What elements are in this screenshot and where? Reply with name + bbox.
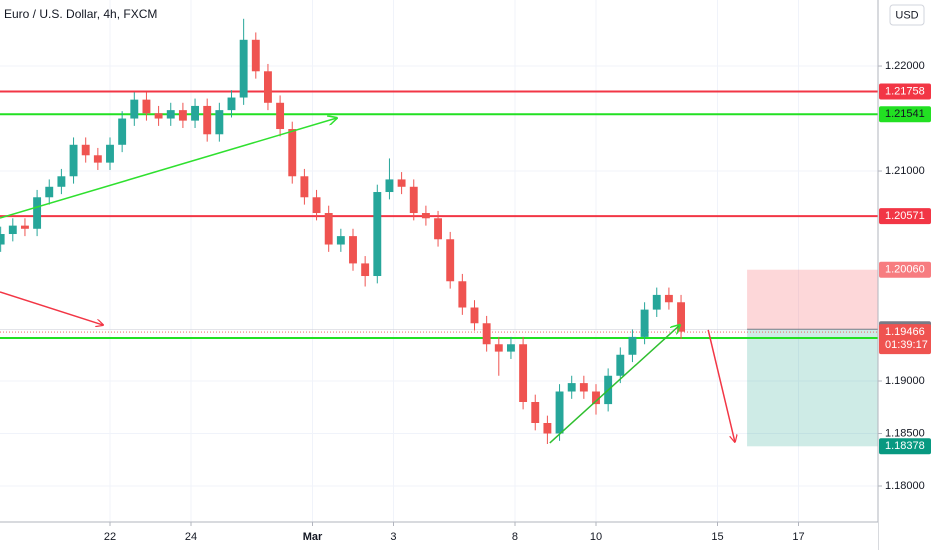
y-tick-label: 1.19000: [885, 375, 925, 387]
candle-body: [397, 179, 406, 187]
candle-body: [385, 179, 394, 193]
candle-body: [239, 39, 248, 98]
x-tick-label: 8: [512, 531, 518, 543]
candle-body: [300, 176, 309, 198]
price-tag-label: 1.21541: [885, 108, 925, 120]
candle-body: [579, 383, 588, 392]
candle-body: [227, 97, 236, 111]
candle-body: [8, 225, 17, 235]
candle-body: [324, 213, 333, 245]
candle-body: [446, 239, 455, 282]
currency-button[interactable]: [889, 4, 925, 26]
candle-body: [215, 110, 224, 135]
countdown-label: 01:39:17: [885, 339, 928, 351]
candle-body: [118, 118, 127, 145]
candle-body: [154, 113, 163, 119]
price-tag-label: 1.19466: [885, 326, 925, 338]
candle-body: [276, 102, 285, 130]
candle-body: [555, 391, 564, 434]
price-tag-label: 1.20060: [885, 264, 925, 276]
trend-arrow: [549, 325, 680, 444]
y-tick-label: 1.22000: [885, 60, 925, 72]
price-tag-label: 1.21758: [885, 85, 925, 97]
axes: 1.22000 1.21000 1.19000 1.18500 1.18000 22 24 M…: [104, 60, 931, 543]
candle-body: [664, 294, 673, 303]
candle-body: [178, 110, 187, 121]
candle-body: [349, 236, 357, 264]
candle-body: [288, 129, 297, 177]
candle-body: [543, 422, 552, 434]
x-tick-label: Mar: [303, 531, 323, 543]
x-tick-label: 15: [711, 531, 723, 543]
plot-area: [0, 0, 878, 522]
x-tick-label: 10: [590, 531, 602, 543]
candle-body: [336, 236, 345, 245]
candle-body: [57, 176, 66, 187]
candle-body: [166, 110, 175, 119]
candle-body: [531, 401, 540, 423]
price-tag: [879, 438, 931, 455]
candle-body: [652, 294, 661, 310]
candle-body: [203, 105, 212, 135]
candle-body: [628, 336, 637, 355]
x-tick-label: 22: [104, 531, 116, 543]
candle-body: [130, 99, 139, 119]
candle-body: [81, 144, 90, 156]
candle-body: [409, 186, 418, 214]
candle-body: [0, 234, 5, 245]
candle-body: [45, 186, 54, 198]
candle-body: [93, 155, 102, 163]
target-zone: [747, 329, 878, 447]
candle-body: [69, 144, 78, 177]
y-tick-label: 1.21000: [885, 165, 925, 177]
candle-body: [373, 192, 382, 277]
candle-body: [506, 344, 515, 352]
trend-arrow: [0, 291, 103, 325]
price-tag: [879, 106, 931, 123]
trend-arrow: [707, 329, 735, 442]
candle-body: [482, 323, 491, 345]
x-tick-label: 3: [390, 531, 396, 543]
price-tag: [879, 324, 931, 355]
candle-body: [640, 309, 649, 337]
candle-body: [592, 391, 600, 405]
candle-body: [567, 383, 576, 392]
x-tick-label: 17: [792, 531, 804, 543]
candle-body: [263, 71, 272, 103]
candle-body: [106, 144, 114, 163]
candle-body: [677, 302, 685, 332]
currency-button-label[interactable]: USD: [895, 9, 918, 21]
candle-body: [20, 225, 29, 229]
price-tag-label: 1.18378: [885, 440, 925, 452]
candle-body: [470, 307, 479, 324]
candle-body: [312, 197, 321, 214]
candle-body: [191, 105, 199, 121]
candle-body: [33, 197, 42, 229]
price-tag: [879, 261, 931, 278]
trend-arrow: [0, 118, 337, 219]
y-tick-label: 1.18000: [885, 480, 925, 492]
x-tick-label: 24: [185, 531, 197, 543]
candle-body: [142, 99, 151, 114]
candle-body: [434, 218, 442, 240]
candle-body: [519, 344, 528, 402]
candle-body: [458, 281, 467, 308]
price-tag-label: 1.20571: [885, 210, 925, 222]
candle-body: [616, 354, 625, 376]
candle-body: [251, 39, 260, 72]
time-axis: [0, 522, 878, 550]
stop-zone: [747, 269, 878, 330]
y-tick-label: 1.18500: [885, 427, 925, 439]
price-tag: [879, 83, 931, 100]
chart-title: Euro / U.S. Dollar, 4h, FXCM: [4, 7, 157, 21]
candle-body: [421, 213, 430, 219]
candle-body: [494, 344, 503, 352]
candle-body: [361, 263, 370, 277]
price-tag: [879, 208, 931, 225]
